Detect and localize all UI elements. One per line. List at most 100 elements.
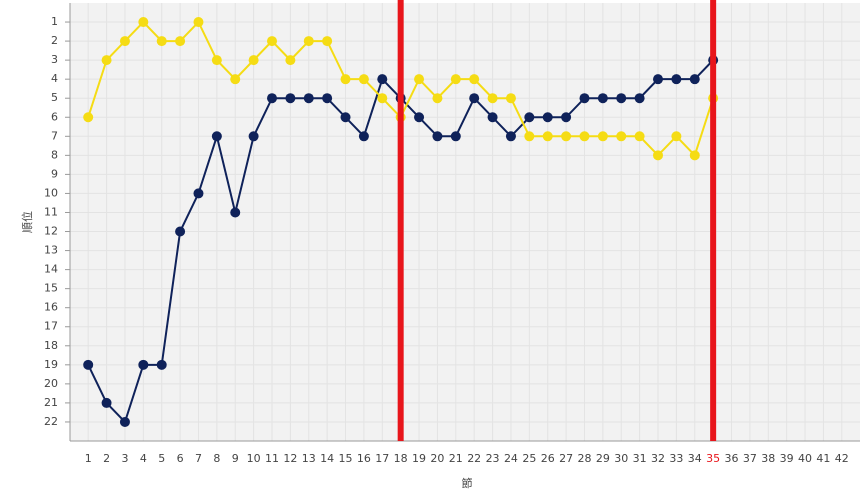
data-point [138,359,149,370]
x-tick-label: 28 [577,452,591,465]
y-tick-label: 10 [44,186,58,199]
marker-line [710,0,717,441]
data-point [561,131,572,142]
data-point [193,188,204,199]
y-tick-label: 17 [44,320,58,333]
x-tick-label: 1 [85,452,92,465]
y-tick-label: 14 [44,263,58,276]
y-tick-label: 6 [51,110,58,123]
x-tick-label: 11 [265,452,279,465]
data-point [671,131,682,142]
data-point [156,359,167,370]
data-point [193,17,204,28]
data-point [322,36,333,47]
x-tick-label: 40 [798,452,812,465]
data-point [561,112,572,123]
data-point [414,74,425,85]
data-point [230,74,241,85]
y-tick-label: 20 [44,377,58,390]
data-point [340,74,351,85]
x-tick-label: 13 [302,452,316,465]
data-point [101,397,112,408]
data-point [524,131,535,142]
x-tick-label: 4 [140,452,147,465]
y-tick-label: 11 [44,205,58,218]
y-tick-label: 19 [44,358,58,371]
y-tick-label: 16 [44,301,58,314]
data-point [616,131,627,142]
data-point [597,131,608,142]
data-point [285,55,296,66]
data-point [505,131,516,142]
x-tick-label: 33 [669,452,683,465]
x-tick-label: 17 [375,452,389,465]
x-tick-label: 7 [195,452,202,465]
data-point [285,93,296,104]
x-tick-label: 5 [158,452,165,465]
x-tick-label: 12 [283,452,297,465]
data-point [653,150,663,161]
data-point [689,150,700,161]
data-point [671,74,682,85]
x-axis-label: 節 [462,476,473,490]
x-tick-label: 19 [412,452,426,465]
data-point [505,93,516,104]
x-tick-label: 14 [320,452,334,465]
data-point [579,93,590,104]
y-tick-label: 3 [51,53,58,66]
data-point [322,93,333,104]
y-tick-label: 9 [51,167,58,180]
x-tick-label: 15 [339,452,353,465]
x-tick-label: 8 [213,452,220,465]
data-point [653,74,663,85]
x-tick-label: 26 [541,452,555,465]
data-point [542,112,553,123]
x-tick-label: 23 [486,452,500,465]
data-point [524,112,535,123]
data-point [469,93,480,104]
data-point [487,112,498,123]
data-point [119,416,130,427]
x-tick-label: 34 [688,452,702,465]
x-tick-label: 32 [651,452,665,465]
data-point [414,112,425,123]
data-point [175,36,186,47]
y-tick-label: 15 [44,282,58,295]
marker-line [397,0,404,441]
data-point [432,93,443,104]
x-tick-label: 21 [449,452,463,465]
x-tick-label: 31 [633,452,647,465]
x-tick-label: 16 [357,452,371,465]
x-tick-label: 42 [835,452,849,465]
y-tick-label: 12 [44,225,58,238]
y-axis-label: 順位 [20,211,34,233]
x-tick-label: 20 [430,452,444,465]
data-point [432,131,443,142]
data-point [248,55,259,66]
y-tick-label: 7 [51,129,58,142]
data-point [303,36,314,47]
y-tick-label: 22 [44,415,58,428]
data-point [542,131,553,142]
data-point [83,112,94,123]
data-point [616,93,627,104]
data-point [267,36,277,47]
x-tick-label: 24 [504,452,518,465]
x-tick-label: 29 [596,452,610,465]
y-tick-label: 21 [44,396,58,409]
x-tick-label: 9 [232,452,239,465]
data-point [248,131,259,142]
x-tick-label: 3 [121,452,128,465]
y-tick-label: 2 [51,34,58,47]
x-tick-label: 37 [743,452,757,465]
x-tick-label: 39 [780,452,794,465]
y-tick-label: 4 [51,72,58,85]
data-point [487,93,498,104]
x-tick-label: 22 [467,452,481,465]
data-point [377,93,388,104]
x-tick-label: 10 [247,452,261,465]
plot-area [70,3,860,441]
data-point [101,55,112,66]
data-point [450,74,461,85]
